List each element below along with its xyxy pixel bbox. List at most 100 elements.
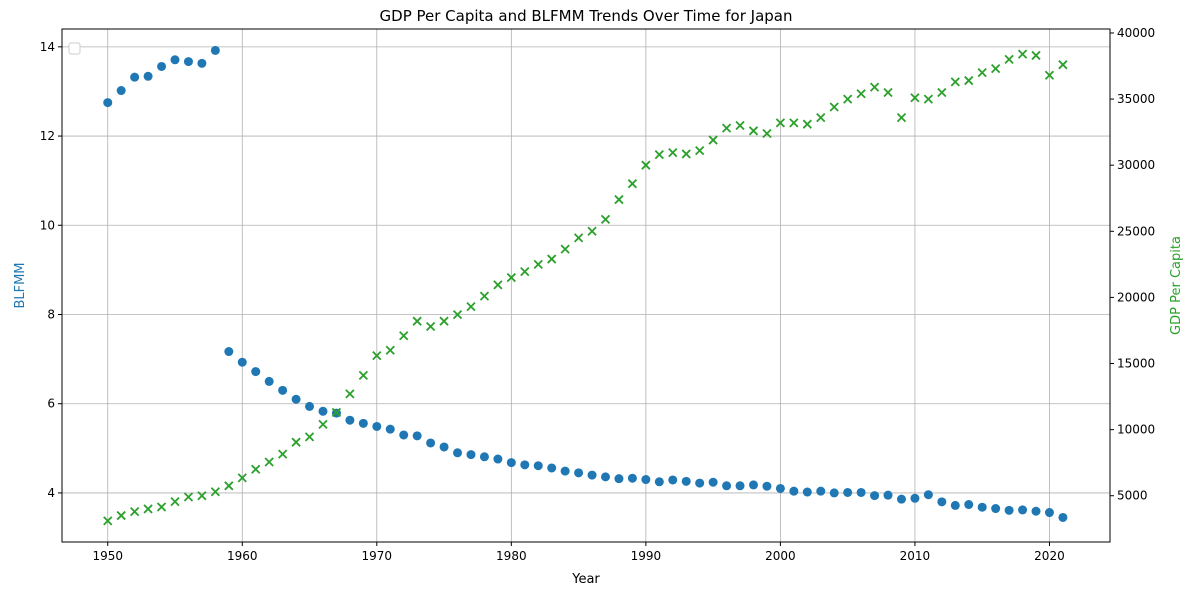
gdp-point <box>869 82 880 92</box>
blfmm-point <box>1031 506 1041 516</box>
gdp-point <box>1017 49 1028 59</box>
gdp-point <box>170 497 180 507</box>
blfmm-point <box>291 394 301 404</box>
y-right-tick-label: 35000 <box>1117 92 1155 106</box>
blfmm-point <box>627 473 637 483</box>
blfmm-point <box>305 401 315 411</box>
x-tick-label: 1980 <box>496 549 527 563</box>
blfmm-point <box>533 461 543 471</box>
gdp-point <box>345 389 355 399</box>
blfmm-point <box>116 86 126 96</box>
gdp-point <box>708 135 718 145</box>
y-right-tick-label: 20000 <box>1117 290 1155 304</box>
blfmm-point <box>991 504 1001 514</box>
blfmm-point <box>910 493 920 503</box>
blfmm-point <box>318 406 328 416</box>
blfmm-point <box>345 415 355 425</box>
gdp-point <box>547 254 557 264</box>
blfmm-point <box>802 487 812 497</box>
blfmm-point <box>654 477 664 487</box>
blfmm-point <box>358 418 368 428</box>
gdp-point <box>816 112 826 123</box>
gdp-point <box>977 67 987 78</box>
gdp-point <box>883 87 893 98</box>
blfmm-point <box>883 490 893 500</box>
gdp-point <box>843 94 853 104</box>
x-axis-label: Year <box>571 572 600 587</box>
gdp-point <box>520 266 530 277</box>
series-blfmm <box>103 45 1068 522</box>
gdp-point <box>560 244 570 254</box>
gdp-point <box>802 119 812 129</box>
blfmm-point <box>547 463 557 473</box>
y-axis-right: 5000 10000 15000 20000 25000 30000 35000 40000 <box>1110 26 1155 503</box>
y-axis-left: 4 6 8 10 12 14 <box>40 40 62 500</box>
gdp-point <box>654 149 664 160</box>
y-left-tick-label: 14 <box>40 40 55 54</box>
blfmm-point <box>775 483 785 493</box>
gdp-point <box>412 316 422 326</box>
blfmm-point <box>412 431 422 441</box>
blfmm-point <box>735 481 745 491</box>
gdp-point <box>439 316 449 326</box>
gdp-point <box>183 492 194 502</box>
y-left-tick-label: 6 <box>47 397 55 411</box>
blfmm-point <box>493 454 503 464</box>
x-tick-label: 2000 <box>765 549 796 563</box>
gdp-point <box>681 149 691 159</box>
chart-title: GDP Per Capita and BLFMM Trends Over Tim… <box>380 7 793 25</box>
blfmm-point <box>614 474 624 484</box>
gdp-point <box>762 128 772 139</box>
blfmm-point <box>574 468 584 478</box>
blfmm-point <box>157 61 167 71</box>
gdp-point <box>1044 70 1055 80</box>
gdp-point <box>668 147 678 158</box>
gdp-point <box>721 123 732 133</box>
gdp-point <box>641 160 651 170</box>
legend-box <box>68 42 81 55</box>
x-axis: 1950 1960 1970 1980 1990 2000 2010 2020 <box>92 542 1065 563</box>
gdp-point <box>735 120 745 131</box>
blfmm-point <box>372 421 382 431</box>
x-tick-label: 2010 <box>900 549 931 563</box>
x-tick-label: 1990 <box>631 549 662 563</box>
gdp-point <box>937 87 947 98</box>
gdp-point <box>856 89 866 99</box>
blfmm-point <box>762 481 772 491</box>
blfmm-point <box>923 490 933 500</box>
blfmm-point <box>264 376 274 386</box>
blfmm-point <box>722 481 732 491</box>
blfmm-point <box>1018 505 1028 515</box>
blfmm-point <box>856 487 866 497</box>
gdp-point <box>318 419 328 429</box>
blfmm-point <box>789 486 799 496</box>
blfmm-point <box>426 438 436 448</box>
gdp-point <box>466 302 476 312</box>
blfmm-point <box>103 98 113 108</box>
blfmm-point <box>170 55 180 65</box>
gdp-point <box>964 75 974 86</box>
gdp-point <box>385 345 395 355</box>
gdp-point <box>479 291 490 301</box>
gdp-point <box>452 309 463 320</box>
gdp-point <box>923 94 934 104</box>
gdp-point <box>950 77 960 87</box>
y-right-tick-label: 25000 <box>1117 224 1155 238</box>
blfmm-point <box>843 487 853 497</box>
gdp-point <box>829 102 839 112</box>
blfmm-point <box>977 502 987 512</box>
blfmm-point <box>466 450 476 460</box>
blfmm-point <box>210 45 220 55</box>
gdp-point <box>1031 50 1041 61</box>
gdp-point <box>251 464 261 474</box>
gdp-point <box>748 126 759 136</box>
y-right-tick-label: 30000 <box>1117 158 1155 172</box>
blfmm-point <box>870 491 880 501</box>
blfmm-point <box>143 71 153 81</box>
gdp-point <box>614 194 624 205</box>
gdp-point <box>103 516 113 526</box>
blfmm-point <box>1058 512 1068 522</box>
blfmm-point <box>668 475 678 485</box>
